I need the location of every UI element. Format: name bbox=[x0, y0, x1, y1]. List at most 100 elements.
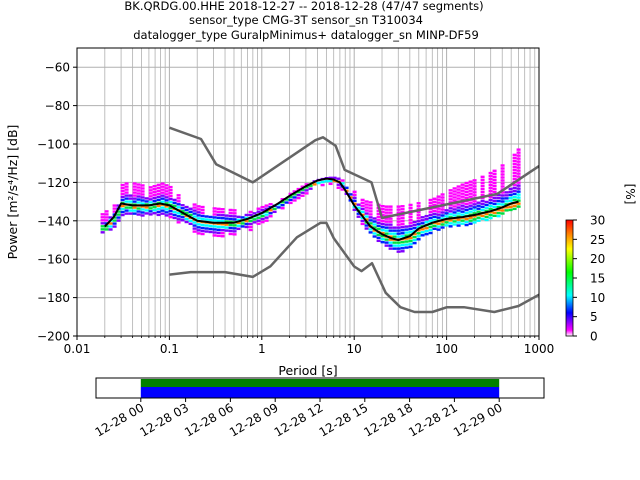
heatmap-cell bbox=[396, 235, 401, 238]
heatmap-cell bbox=[516, 148, 521, 151]
heatmap-cell bbox=[264, 213, 269, 216]
heatmap-cell bbox=[180, 210, 185, 213]
time-tick-label: 12-28 12 bbox=[272, 400, 326, 439]
heatmap-cell bbox=[484, 209, 489, 213]
heatmap-cell bbox=[436, 222, 441, 225]
time-tick-label: 12-28 18 bbox=[361, 400, 415, 439]
heatmap-cell bbox=[368, 213, 373, 216]
heatmap-cell bbox=[124, 185, 129, 188]
heatmap-cell bbox=[352, 196, 357, 200]
heatmap-cell bbox=[468, 207, 473, 210]
heatmap-cell bbox=[248, 225, 253, 229]
heatmap-cell bbox=[192, 203, 197, 206]
heatmap-cell bbox=[172, 210, 177, 214]
heatmap-cell bbox=[148, 186, 153, 189]
heatmap-cell bbox=[372, 217, 377, 220]
heatmap-cell bbox=[364, 209, 369, 212]
heatmap-cell bbox=[440, 226, 445, 229]
heatmap-cell bbox=[280, 201, 285, 204]
heatmap-cell bbox=[368, 201, 373, 204]
heatmap-cell bbox=[232, 212, 237, 215]
heatmap-cell bbox=[336, 186, 341, 189]
heatmap-cell bbox=[280, 207, 285, 210]
heatmap-cell bbox=[512, 168, 517, 172]
plot-background bbox=[77, 48, 539, 336]
heatmap-cell bbox=[192, 209, 197, 212]
heatmap-cell bbox=[500, 179, 505, 182]
heatmap-cell bbox=[244, 219, 249, 223]
heatmap-cell bbox=[408, 245, 413, 249]
heatmap-cell bbox=[472, 182, 477, 185]
colorbar bbox=[565, 219, 574, 337]
heatmap-cell bbox=[516, 175, 521, 178]
heatmap-cell bbox=[140, 214, 145, 217]
heatmap-cell bbox=[196, 208, 201, 211]
heatmap-cell bbox=[436, 195, 441, 198]
heatmap-cell bbox=[416, 223, 421, 226]
heatmap-cell bbox=[388, 235, 393, 238]
heatmap-cell bbox=[516, 160, 521, 163]
heatmap-cell bbox=[100, 213, 105, 216]
heatmap-cell bbox=[380, 237, 385, 241]
heatmap-cell bbox=[220, 217, 225, 220]
heatmap-cell bbox=[284, 198, 289, 201]
heatmap-cell bbox=[384, 244, 389, 247]
heatmap-cell bbox=[440, 202, 445, 205]
heatmap-cell bbox=[232, 215, 237, 218]
heatmap-cell bbox=[164, 211, 169, 214]
heatmap-cell bbox=[328, 179, 333, 183]
heatmap-cell bbox=[256, 222, 261, 225]
heatmap-cell bbox=[508, 199, 513, 203]
heatmap-cell bbox=[228, 211, 233, 215]
heatmap-cell bbox=[380, 231, 385, 235]
heatmap-cell bbox=[232, 227, 237, 230]
heatmap-cell bbox=[416, 235, 421, 238]
heatmap-cell bbox=[120, 207, 125, 211]
heatmap-cell bbox=[212, 207, 217, 210]
heatmap-cell bbox=[384, 205, 389, 208]
heatmap-cell bbox=[352, 208, 357, 212]
heatmap-cell bbox=[112, 225, 117, 228]
heatmap-cell bbox=[144, 209, 149, 212]
heatmap-cell bbox=[468, 216, 473, 219]
heatmap-cell bbox=[104, 210, 109, 213]
colorbar-tick-label: 10 bbox=[590, 291, 605, 305]
heatmap-cell bbox=[512, 174, 517, 178]
heatmap-cell bbox=[204, 230, 209, 233]
heatmap-cell bbox=[192, 212, 197, 215]
heatmap-cell bbox=[508, 196, 513, 200]
heatmap-cell bbox=[264, 219, 269, 222]
heatmap-cell bbox=[192, 221, 197, 224]
heatmap-cell bbox=[424, 217, 429, 221]
heatmap-cell bbox=[440, 199, 445, 202]
heatmap-cell bbox=[500, 170, 505, 173]
heatmap-cell bbox=[120, 213, 125, 217]
heatmap-cell bbox=[208, 227, 213, 231]
heatmap-cell bbox=[480, 193, 485, 197]
heatmap-cell bbox=[336, 177, 341, 180]
heatmap-cell bbox=[400, 208, 405, 211]
heatmap-cell bbox=[180, 213, 185, 216]
heatmap-cell bbox=[376, 218, 381, 222]
y-tick-label: −180 bbox=[37, 291, 70, 305]
heatmap-cell bbox=[212, 210, 217, 213]
heatmap-cell bbox=[488, 177, 493, 181]
heatmap-cell bbox=[400, 220, 405, 223]
heatmap-cell bbox=[384, 232, 389, 235]
y-tick-label: −160 bbox=[37, 253, 70, 267]
heatmap-cell bbox=[124, 206, 129, 209]
heatmap-cell bbox=[368, 222, 373, 225]
heatmap-cell bbox=[156, 204, 161, 208]
heatmap-cell bbox=[416, 229, 421, 232]
heatmap-cell bbox=[492, 205, 497, 209]
heatmap-cell bbox=[116, 210, 121, 213]
heatmap-cell bbox=[464, 220, 469, 224]
heatmap-cell bbox=[436, 201, 441, 204]
heatmap-cell bbox=[228, 217, 233, 221]
heatmap-cell bbox=[372, 220, 377, 223]
heatmap-cell bbox=[468, 192, 473, 195]
heatmap-cell bbox=[492, 196, 497, 200]
heatmap-cell bbox=[164, 205, 169, 208]
heatmap-cell bbox=[460, 189, 465, 192]
heatmap-cell bbox=[512, 156, 517, 160]
